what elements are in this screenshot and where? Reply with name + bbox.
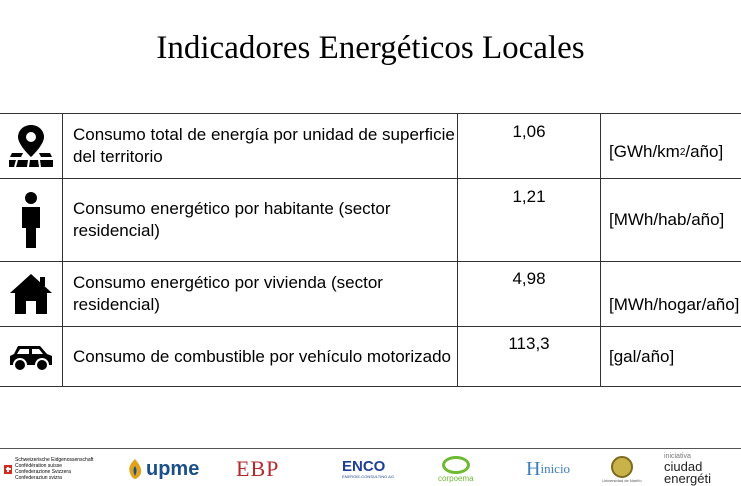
indicator-value: 1,21 — [458, 179, 601, 261]
table-row: Consumo de combustible por vehículo moto… — [0, 327, 741, 387]
indicator-value: 1,06 — [458, 114, 601, 178]
indicator-unit: [gal/año] — [609, 346, 675, 366]
person-icon — [0, 179, 62, 261]
indicator-unit: [GWh/km 2/año] — [609, 142, 724, 161]
upme-logo: upme — [126, 452, 199, 486]
page-title: Indicadores Energéticos Locales — [156, 30, 585, 66]
indicator-description: Consumo energético por habitante (sector… — [62, 179, 458, 261]
ebp-logo: EBP — [236, 456, 280, 481]
indicator-description: Consumo de combustible por vehículo moto… — [62, 327, 458, 386]
corpoema-ring-icon — [441, 455, 470, 474]
table-row: Consumo energético por vivienda (sector … — [0, 262, 741, 327]
car-icon — [0, 327, 62, 386]
enco-logo: ENCO ENERGIE-CONSULTING AG — [342, 458, 394, 479]
corpoema-logo: corpoema — [438, 452, 474, 486]
house-icon — [0, 262, 62, 326]
partner-logos: Schweizerische Eidgenossenschaft Confédé… — [0, 452, 741, 486]
map-pin-icon — [0, 114, 62, 178]
table-row: Consumo energético por habitante (sector… — [0, 179, 741, 262]
indicator-unit: [MWh/hab/año] — [609, 210, 725, 229]
indicator-description: Consumo energético por vivienda (sector … — [62, 262, 458, 326]
indicator-unit: [MWh/hogar/año] — [609, 295, 740, 314]
indicators-table: Consumo total de energía por unidad de s… — [0, 113, 741, 387]
upme-flame-icon — [129, 459, 142, 479]
ciudad-energetica-logo: iniciativa ciudad energéti — [664, 453, 711, 486]
swiss-flag-icon — [4, 464, 12, 474]
universidad-narino-logo: Universidad de Nariño — [602, 452, 642, 486]
indicator-description: Consumo total de energía por unidad de s… — [62, 114, 458, 178]
footer-divider — [0, 448, 741, 449]
swiss-confederation-logo: Schweizerische Eidgenossenschaft Confédé… — [0, 452, 100, 486]
table-row: Consumo total de energía por unidad de s… — [0, 114, 741, 179]
indicator-value: 113,3 — [458, 327, 601, 386]
indicator-value: 4,98 — [458, 262, 601, 326]
university-seal-icon — [610, 455, 633, 478]
